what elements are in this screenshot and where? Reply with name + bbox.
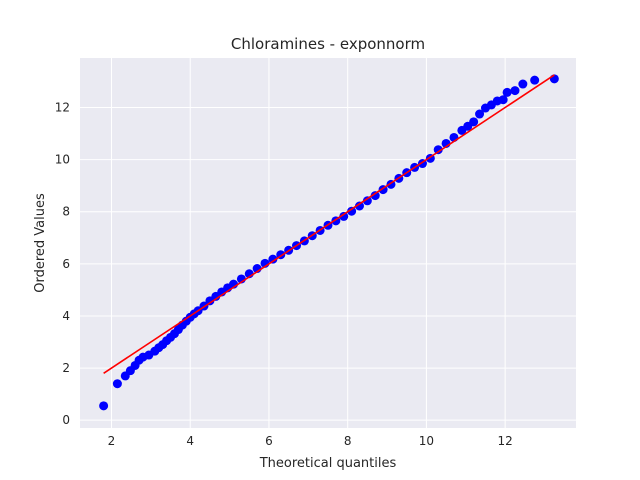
data-point xyxy=(268,254,278,264)
data-point xyxy=(502,87,512,97)
x-tick-label: 12 xyxy=(498,434,513,448)
data-point xyxy=(99,401,109,411)
y-tick-label: 8 xyxy=(62,205,70,219)
y-tick-label: 12 xyxy=(55,101,70,115)
y-tick-label: 10 xyxy=(55,153,70,167)
data-point xyxy=(510,86,520,96)
data-point xyxy=(362,196,372,206)
y-tick-labels: 0 2 4 6 8 10 12 xyxy=(55,101,70,428)
x-axis-label: Theoretical quantiles xyxy=(259,456,397,471)
x-tick-label: 8 xyxy=(344,434,352,448)
x-tick-label: 2 xyxy=(108,434,116,448)
x-tick-label: 4 xyxy=(186,434,194,448)
x-tick-labels: 2 4 6 8 10 12 xyxy=(108,434,513,448)
y-tick-label: 0 xyxy=(62,413,70,427)
data-point xyxy=(339,211,349,221)
x-tick-label: 10 xyxy=(419,434,434,448)
y-axis-label: Ordered Values xyxy=(33,193,48,293)
x-tick-label: 6 xyxy=(265,434,273,448)
data-point xyxy=(469,117,479,127)
y-tick-label: 6 xyxy=(62,257,70,271)
data-point xyxy=(354,201,364,211)
data-point xyxy=(518,79,528,89)
fit-line-group xyxy=(103,74,555,374)
data-point xyxy=(475,109,485,119)
data-point xyxy=(370,191,380,201)
fit-line xyxy=(103,74,555,374)
data-point xyxy=(530,75,540,85)
y-tick-label: 2 xyxy=(62,361,70,375)
data-point xyxy=(433,145,443,155)
data-point xyxy=(498,95,508,105)
data-points xyxy=(99,74,559,411)
data-point xyxy=(347,206,357,216)
chart-title: Chloramines - exponnorm xyxy=(231,35,425,53)
data-point xyxy=(112,379,122,389)
plot-background xyxy=(80,58,576,428)
y-tick-label: 4 xyxy=(62,309,70,323)
